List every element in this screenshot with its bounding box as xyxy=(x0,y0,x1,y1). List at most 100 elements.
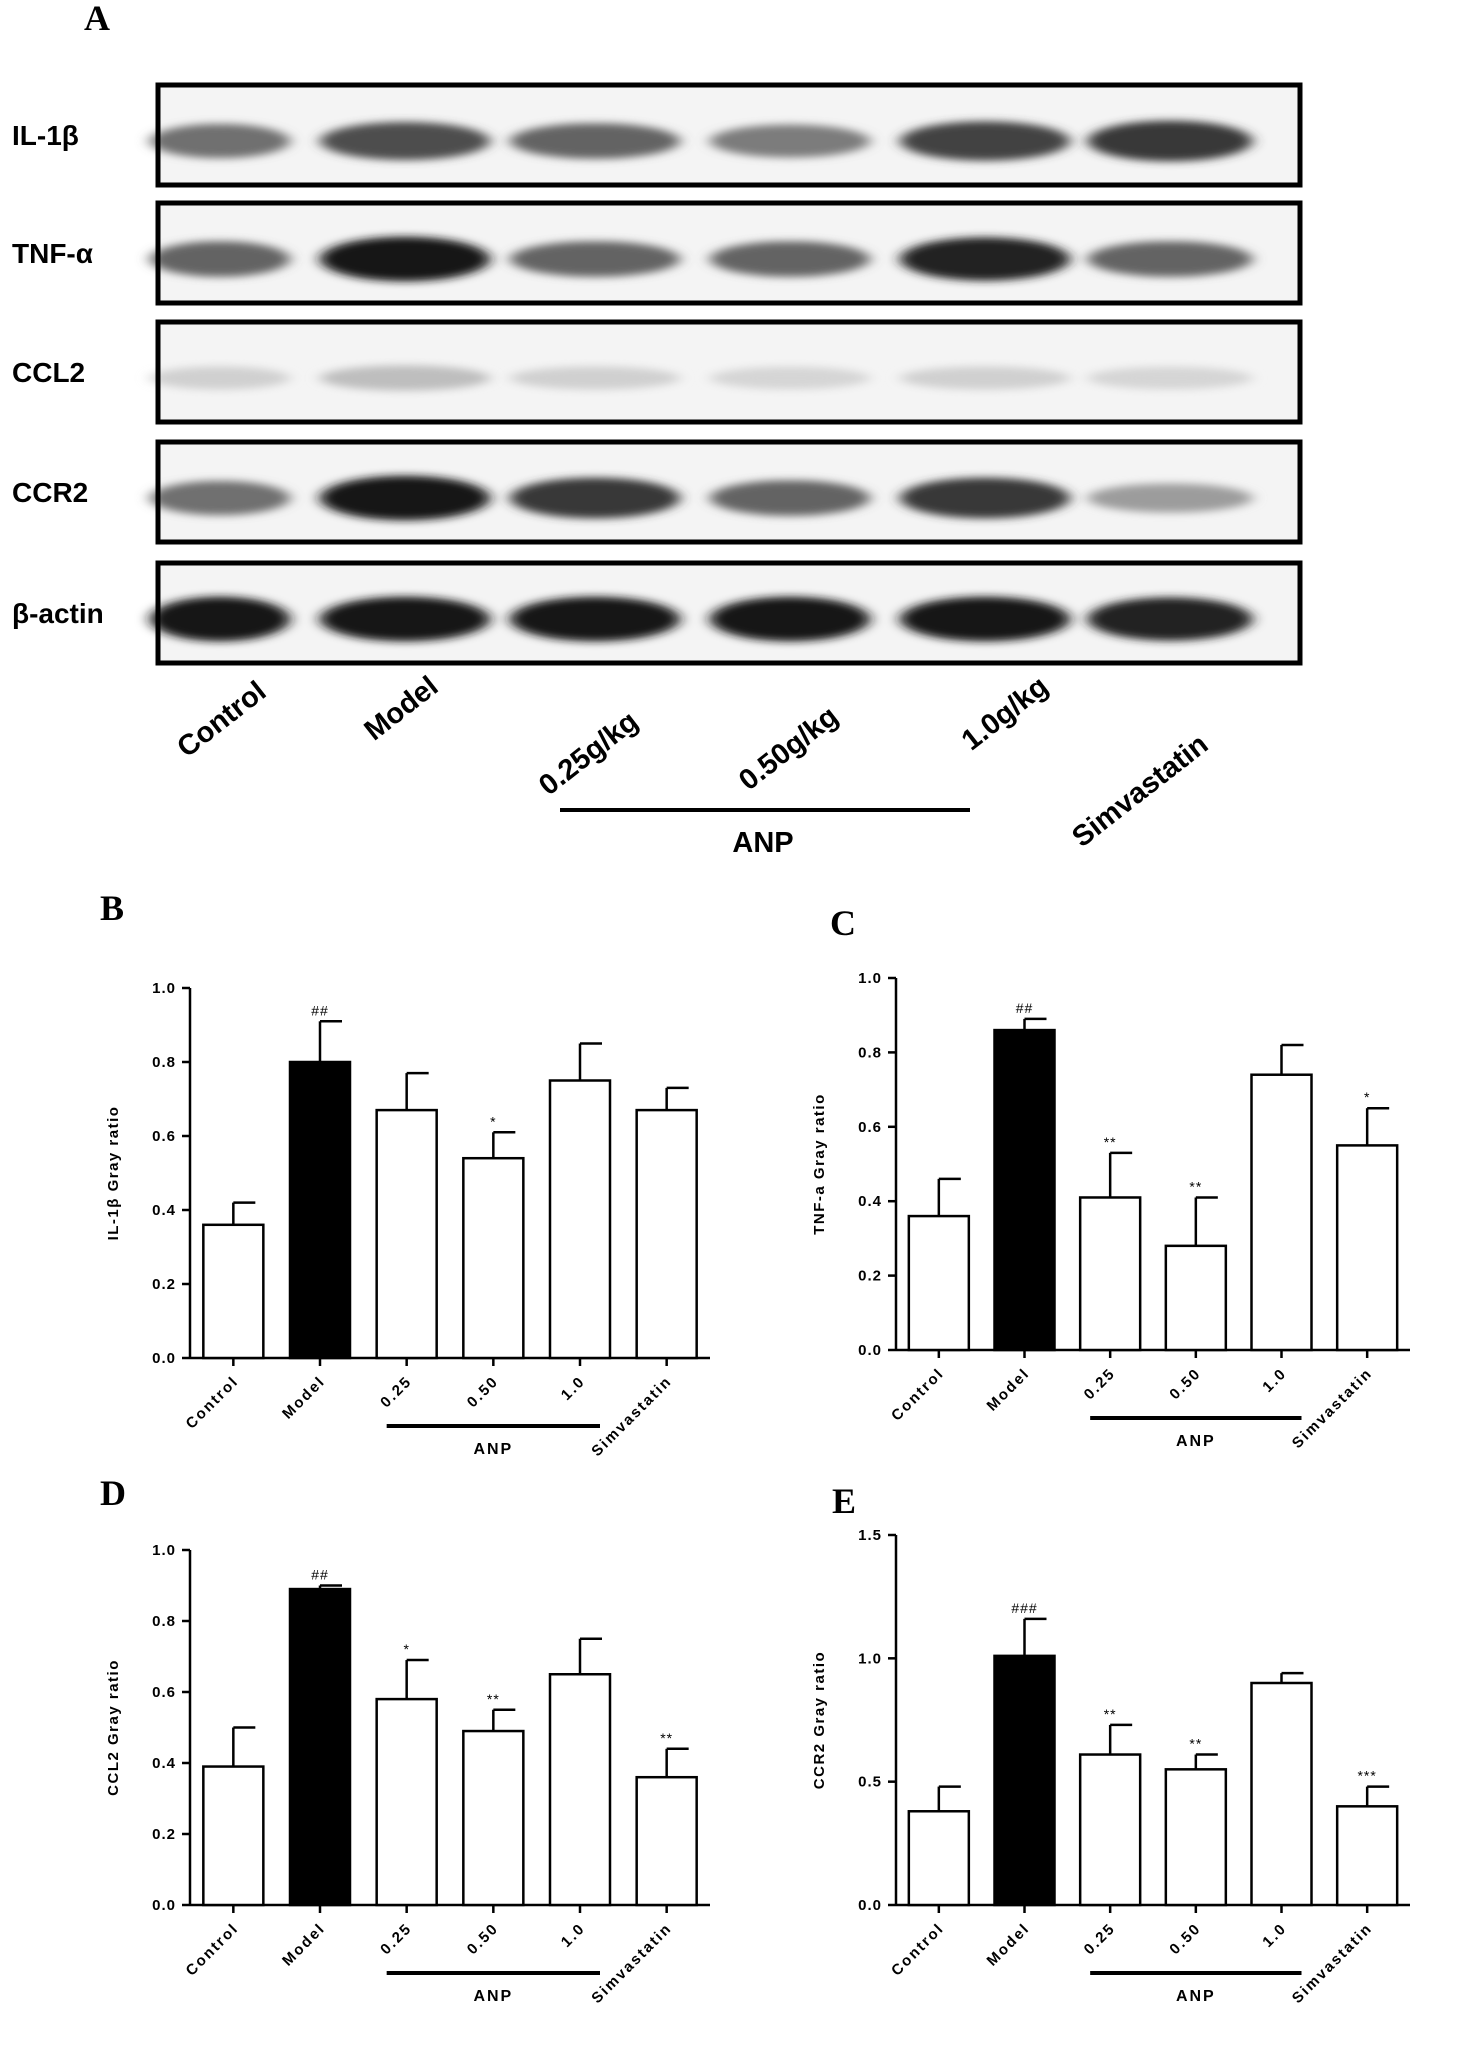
y-tick-label: 0.5 xyxy=(858,1774,882,1791)
bar-group-2: ** xyxy=(1078,1706,1142,1907)
bar-2 xyxy=(375,1108,438,1360)
bar-group-0 xyxy=(202,1726,265,1907)
bar-2 xyxy=(1078,1753,1142,1907)
category-label-2: 0.25 xyxy=(377,1920,415,1958)
blot-label-ccr2: CCR2 xyxy=(12,477,88,508)
blot-label-tnfa: TNF-α xyxy=(12,238,93,269)
bar-group-5: ** xyxy=(635,1730,698,1907)
category-label-0: Control xyxy=(183,1920,243,1980)
bar-group-0 xyxy=(907,1785,971,1907)
blot-frame xyxy=(155,560,1303,666)
significance-marker: ** xyxy=(1189,1178,1202,1194)
band-ccl2-3 xyxy=(710,366,870,390)
y-tick-label: 0.4 xyxy=(152,1202,176,1219)
y-tick-label: 0.0 xyxy=(152,1350,176,1367)
blot-tnfa: TNF-α xyxy=(12,200,1303,306)
bar-group-5: * xyxy=(1335,1089,1399,1352)
bar-5 xyxy=(1335,1144,1399,1352)
significance-marker: ** xyxy=(1104,1134,1117,1150)
chart-ccl2: D 0.0 0.2 0.4 0.6 0.8 1.0 CCL2 Gray ratio Contro… xyxy=(100,1475,710,2007)
bar-group-0 xyxy=(907,1177,971,1352)
bar-group-3: * xyxy=(462,1113,525,1360)
band-ccl2-1 xyxy=(320,365,490,391)
category-label-2: 0.25 xyxy=(1081,1365,1119,1403)
category-label-4: 1.0 xyxy=(1259,1365,1290,1396)
band-ccl2-5 xyxy=(1087,366,1253,390)
y-tick-label: 0.2 xyxy=(152,1826,176,1843)
bar-group-0 xyxy=(202,1201,265,1360)
y-tick-label: 0.0 xyxy=(858,1897,882,1914)
significance-marker: * xyxy=(490,1113,496,1129)
y-tick-label: 1.0 xyxy=(152,980,176,997)
bar-4 xyxy=(548,1079,612,1360)
bar-5 xyxy=(635,1108,698,1360)
band-ccr2-0 xyxy=(150,480,290,516)
band-tnfa-2 xyxy=(510,241,680,277)
bar-3 xyxy=(462,1156,525,1360)
blot-frame xyxy=(155,82,1303,188)
category-label-3: 0.50 xyxy=(1166,1365,1204,1403)
blot-frame xyxy=(155,319,1303,425)
blot-ccl2: CCL2 xyxy=(12,319,1303,425)
category-label-3: 0.50 xyxy=(1166,1920,1204,1958)
category-label-0: Control xyxy=(888,1365,948,1425)
bar-1 xyxy=(288,1060,352,1360)
y-tick-label: 0.4 xyxy=(152,1755,176,1772)
lane-label-3: 0.50g/kg xyxy=(733,700,844,797)
significance-marker: * xyxy=(1364,1089,1370,1105)
band-ccr2-4 xyxy=(900,477,1070,519)
category-label-5: Simvastatin xyxy=(1289,1365,1376,1452)
bar-1 xyxy=(288,1587,352,1907)
significance-marker: ## xyxy=(311,1002,329,1018)
band-ccl2-2 xyxy=(510,366,680,390)
lane-label-1: Model xyxy=(359,670,445,747)
panel-letter-a: A xyxy=(84,0,110,38)
y-tick-label: 0.2 xyxy=(858,1268,882,1285)
anp-group-label: ANP xyxy=(732,827,793,859)
y-tick-label: 0.4 xyxy=(858,1193,882,1210)
band-il1b-3 xyxy=(710,124,870,158)
bar-group-1: ## xyxy=(993,1000,1056,1352)
bar-group-2: * xyxy=(375,1641,438,1907)
band-tnfa-4 xyxy=(900,237,1070,281)
bar-5 xyxy=(1335,1805,1399,1907)
blot-label-ccl2: CCL2 xyxy=(12,357,85,388)
chart-il1b: B 0.0 0.2 0.4 0.6 0.8 1.0 IL-1β Gray ratio Contr… xyxy=(100,888,710,1460)
blot-label-il1b: IL-1β xyxy=(12,120,79,151)
bar-1 xyxy=(993,1654,1056,1907)
category-label-5: Simvastatin xyxy=(1289,1920,1376,2007)
significance-marker: ** xyxy=(1189,1736,1202,1752)
y-tick-label: 1.0 xyxy=(858,970,882,987)
y-tick-label: 1.5 xyxy=(858,1527,882,1544)
y-axis-label: CCR2 Gray ratio xyxy=(811,1651,828,1789)
band-il1b-1 xyxy=(320,121,490,161)
blot-frame xyxy=(155,200,1303,306)
band-ccr2-5 xyxy=(1087,483,1253,513)
panel-letter: D xyxy=(100,1475,126,1513)
anp-group-label: ANP xyxy=(1176,1988,1216,2005)
band-tnfa-3 xyxy=(710,241,870,277)
category-label-1: Model xyxy=(984,1365,1034,1415)
bar-group-1: ## xyxy=(288,1002,352,1360)
bar-0 xyxy=(907,1214,971,1352)
bar-3 xyxy=(1164,1244,1228,1352)
blot-ccr2: CCR2 xyxy=(12,439,1303,545)
band-il1b-4 xyxy=(900,121,1070,161)
y-tick-label: 0.0 xyxy=(152,1897,176,1914)
band-tnfa-0 xyxy=(150,241,290,277)
significance-marker: ## xyxy=(311,1567,329,1583)
anp-group-label: ANP xyxy=(473,1441,513,1458)
bar-group-1: ### xyxy=(993,1600,1056,1907)
panel-letter: C xyxy=(830,903,856,943)
bar-group-3: ** xyxy=(1164,1178,1228,1352)
chart-tnfa: C 0.0 0.2 0.4 0.6 0.8 1.0 TNF-a Gray ratio Contr… xyxy=(811,903,1410,1452)
panel-letter: E xyxy=(832,1481,856,1521)
band-ccl2-4 xyxy=(900,366,1070,390)
y-tick-label: 0.6 xyxy=(152,1128,176,1145)
blot-actin: β-actin xyxy=(12,560,1303,666)
category-label-5: Simvastatin xyxy=(588,1920,675,2007)
band-ccl2-0 xyxy=(150,366,290,390)
bar-2 xyxy=(375,1697,438,1907)
significance-marker: *** xyxy=(1357,1768,1376,1784)
bar-5 xyxy=(635,1775,698,1907)
